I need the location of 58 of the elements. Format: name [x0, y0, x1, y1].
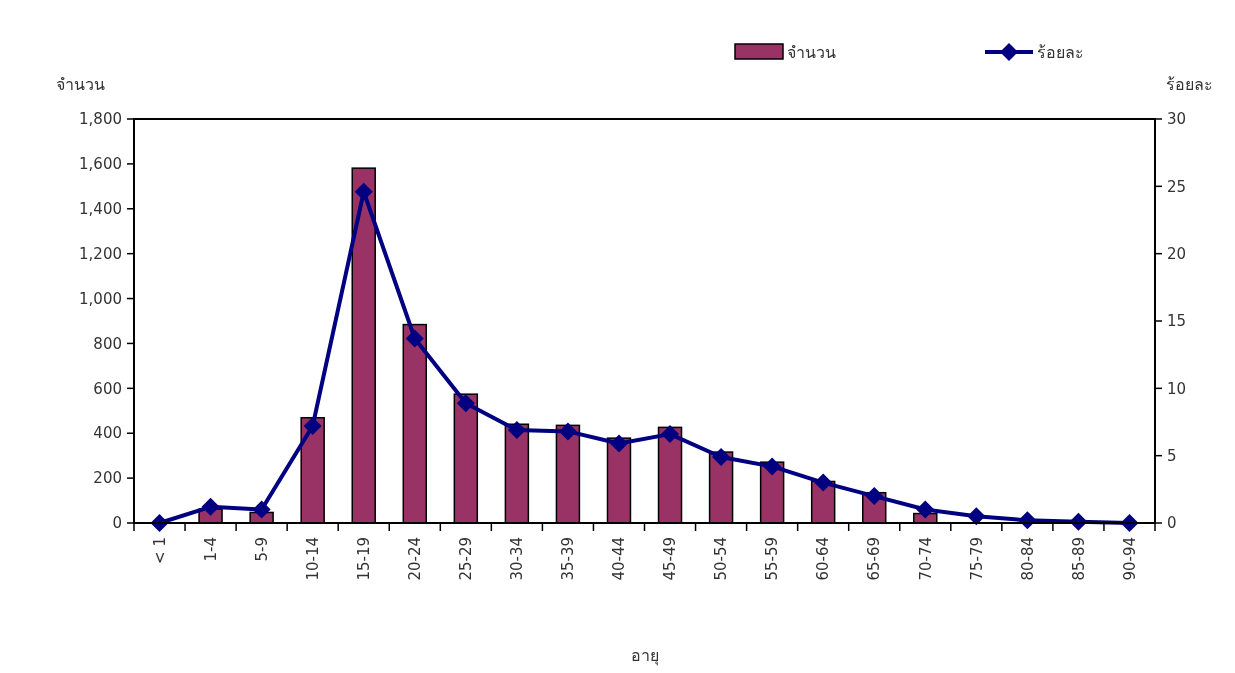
point — [609, 434, 628, 453]
point — [201, 497, 220, 516]
point — [507, 421, 526, 440]
point — [303, 417, 322, 436]
x-tick-label: 40-44 — [610, 537, 629, 581]
y-tick-label: 1,800 — [79, 110, 122, 129]
y2-tick-label: 15 — [1167, 312, 1187, 331]
y-tick-label: 600 — [93, 379, 122, 398]
x-tick-label: 50-54 — [712, 537, 731, 581]
point — [712, 448, 731, 467]
y-tick-label: 400 — [93, 424, 122, 443]
x-tick-label: 80-84 — [1018, 537, 1037, 581]
point — [354, 182, 373, 201]
y-tick-label: 1,600 — [79, 155, 122, 174]
x-tick-label: 55-59 — [763, 537, 782, 581]
point — [814, 473, 833, 492]
point — [558, 422, 577, 441]
x-tick-label: 45-49 — [661, 537, 680, 581]
y2-axis-title: ร้อยละ — [1166, 75, 1213, 94]
point — [405, 329, 424, 348]
x-axis-title: อายุ — [630, 646, 659, 666]
point — [252, 500, 271, 519]
y2-tick-label: 25 — [1167, 177, 1187, 196]
x-tick-label: 65-69 — [865, 537, 884, 581]
x-tick-label: 75-79 — [967, 537, 986, 581]
point — [865, 487, 884, 506]
x-tick-label: 85-89 — [1069, 537, 1088, 581]
x-tick-label: 90-94 — [1120, 537, 1139, 581]
point — [916, 500, 935, 519]
y-tick-label: 0 — [112, 514, 122, 533]
y-tick-label: 200 — [93, 469, 122, 488]
y2-tick-label: 30 — [1167, 110, 1187, 129]
y-axis-title: จำนวน — [56, 75, 105, 94]
x-tick-label: 60-64 — [814, 537, 833, 581]
y2-tick-label: 5 — [1167, 446, 1177, 465]
legend-label: จำนวน — [787, 42, 836, 62]
legend-label: ร้อยละ — [1037, 42, 1084, 62]
y2-tick-label: 10 — [1167, 379, 1187, 398]
x-tick-label: 70-74 — [916, 537, 935, 581]
point — [967, 507, 986, 526]
x-tick-label: 30-34 — [508, 537, 527, 581]
y2-tick-label: 20 — [1167, 244, 1187, 263]
x-tick-label: 20-24 — [406, 537, 425, 581]
point — [763, 457, 782, 476]
x-tick-label: 25-29 — [457, 537, 476, 581]
point — [456, 394, 475, 413]
y-tick-label: 800 — [93, 334, 122, 353]
x-tick-label: < 1 — [150, 537, 169, 564]
x-tick-label: 5-9 — [252, 537, 271, 562]
x-tick-label: 35-39 — [559, 537, 578, 581]
y-tick-label: 1,000 — [79, 289, 122, 308]
y2-tick-label: 0 — [1167, 514, 1177, 533]
y-tick-label: 1,200 — [79, 244, 122, 263]
point — [661, 425, 680, 444]
x-tick-label: 1-4 — [201, 537, 220, 562]
x-tick-label: 10-14 — [303, 537, 322, 581]
y-tick-label: 1,400 — [79, 200, 122, 219]
x-tick-label: 15-19 — [354, 537, 373, 581]
